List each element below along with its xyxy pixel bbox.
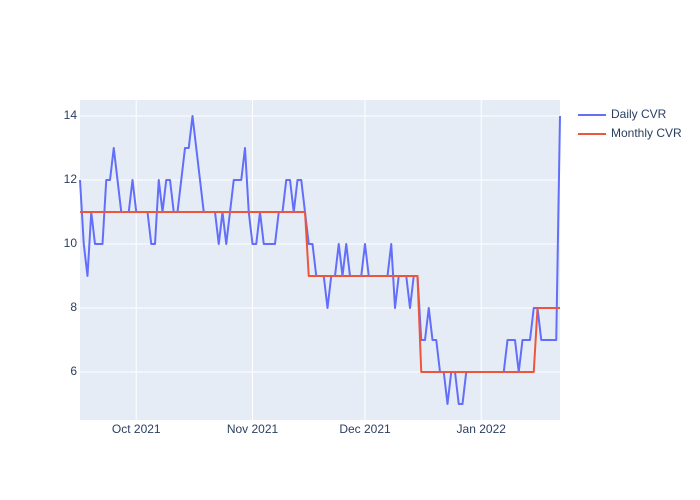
x-tick-label: Nov 2021 xyxy=(227,422,279,436)
data-line xyxy=(80,211,560,373)
legend-label: Daily CVR xyxy=(611,107,667,121)
legend-label: Monthly CVR xyxy=(611,126,682,140)
y-tick-label: 12 xyxy=(64,172,78,186)
y-tick-label: 10 xyxy=(64,236,78,250)
y-tick-label: 8 xyxy=(70,300,77,314)
x-tick-label: Dec 2021 xyxy=(339,422,391,436)
x-tick-label: Oct 2021 xyxy=(112,422,161,436)
x-tick-label: Jan 2022 xyxy=(457,422,507,436)
plot-area xyxy=(80,100,560,420)
y-tick-label: 14 xyxy=(64,108,78,122)
y-tick-label: 6 xyxy=(70,364,77,378)
